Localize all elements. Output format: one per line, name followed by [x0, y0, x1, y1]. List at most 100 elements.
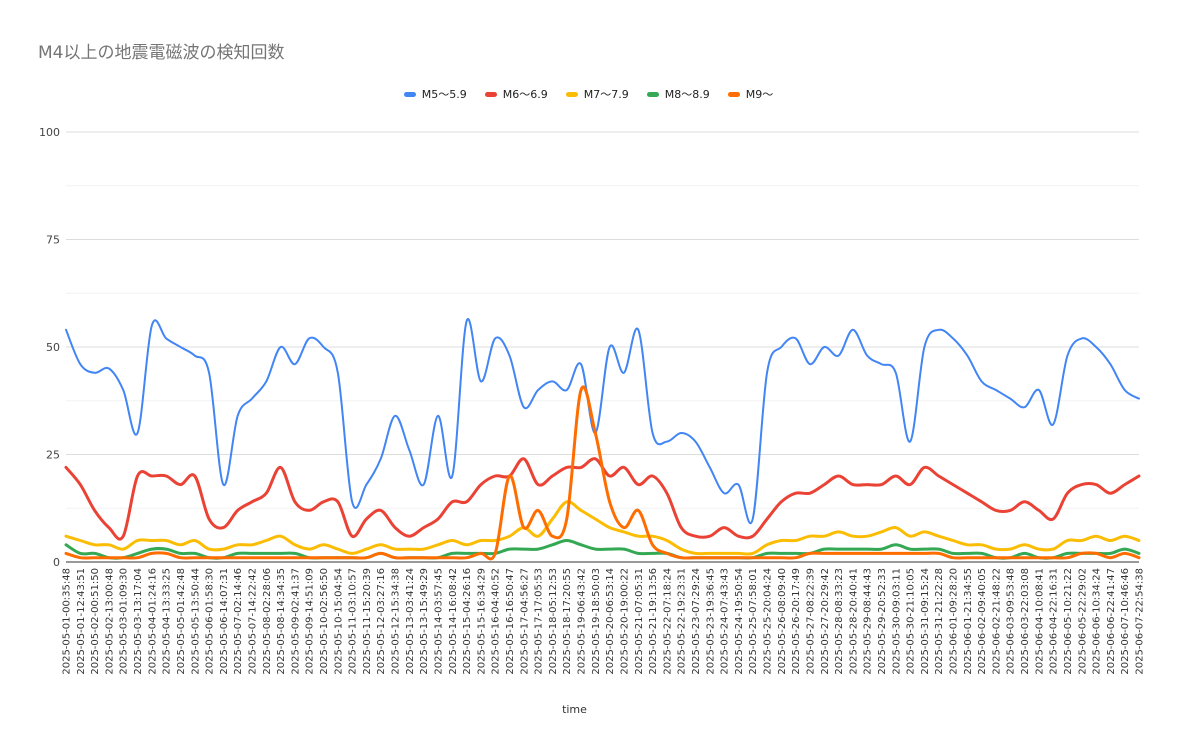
x-tick-label: 2025-05-03-13:17:04: [133, 568, 144, 675]
x-tick-label: 2025-05-09-02:41:37: [290, 568, 301, 675]
y-tick-label: 75: [46, 234, 60, 247]
x-tick-label: 2025-05-28-08:33:23: [834, 568, 845, 675]
x-tick-label: 2025-05-13-03:41:24: [405, 568, 416, 675]
x-tick-label: 2025-05-31-21:22:28: [934, 568, 945, 675]
x-tick-label: 2025-05-26-20:17:49: [791, 568, 802, 675]
series-line-3: [64, 500, 1141, 556]
x-tick-label: 2025-06-01-09:28:20: [949, 568, 960, 675]
y-tick-label: 50: [46, 341, 60, 354]
x-tick-label: 2025-05-03-01:09:30: [119, 568, 130, 675]
x-tick-label: 2025-05-23-07:29:24: [691, 568, 702, 675]
x-tick-label: 2025-05-13-15:49:29: [419, 568, 430, 675]
legend-swatch: [403, 91, 416, 97]
x-tick-label: 2025-05-09-14:51:09: [305, 568, 316, 675]
legend-item-1: M5〜5.9: [403, 86, 467, 102]
x-tick-label: 2025-05-18-05:12:53: [548, 568, 559, 675]
legend-label: M5〜5.9: [421, 88, 467, 101]
legend-item-4: M8〜8.9: [646, 86, 710, 102]
x-tick-label: 2025-05-08-02:28:06: [262, 568, 273, 675]
x-tick-label: 2025-05-05-13:50:44: [190, 568, 201, 675]
x-tick-label: 2025-05-17-04:56:27: [519, 568, 530, 675]
x-tick-label: 2025-06-02-21:48:22: [991, 568, 1002, 675]
x-tick-label: 2025-05-17-17:05:53: [534, 568, 545, 675]
x-tick-label: 2025-05-23-19:36:45: [705, 568, 716, 675]
x-tick-label: 2025-06-02-09:40:05: [977, 568, 988, 675]
x-tick-label: 2025-06-07-22:54:38: [1135, 568, 1146, 675]
legend-item-5: M9〜: [727, 86, 774, 102]
x-tick-label: 2025-06-07-10:46:46: [1120, 568, 1131, 675]
x-tick-label: 2025-05-21-07:05:31: [634, 568, 645, 675]
x-tick-label: 2025-06-03-22:03:08: [1020, 568, 1031, 675]
x-tick-label: 2025-05-28-20:40:41: [848, 568, 859, 675]
x-tick-label: 2025-05-27-20:29:42: [820, 568, 831, 675]
x-tick-label: 2025-05-18-17:20:55: [562, 568, 573, 675]
x-tick-label: 2025-05-24-19:50:54: [734, 568, 745, 675]
x-tick-label: 2025-06-04-10:08:41: [1034, 568, 1045, 675]
series-line-4: [64, 539, 1141, 560]
x-tick-label: 2025-05-30-21:10:05: [906, 568, 917, 675]
x-tick-label: 2025-05-02-13:00:48: [104, 568, 115, 675]
x-tick-label: 2025-05-16-04:40:52: [491, 568, 502, 675]
x-tick-label: 2025-05-11-03:10:57: [348, 568, 359, 675]
x-tick-label: 2025-05-06-01:58:30: [205, 568, 216, 675]
legend-swatch: [727, 91, 740, 97]
x-tick-label: 2025-06-06-10:34:24: [1092, 568, 1103, 675]
x-axis-label: time: [562, 703, 587, 716]
x-tick-label: 2025-05-02-00:51:50: [90, 568, 101, 675]
x-tick-label: 2025-05-01-12:43:51: [76, 568, 87, 675]
chart-legend: M5〜5.9 M6〜6.9 M7〜7.9 M8〜8.9 M9〜: [0, 86, 1177, 102]
series-line-5: [64, 385, 1141, 561]
series-line-1: [65, 317, 1140, 524]
x-tick-label: 2025-05-08-14:34:35: [276, 568, 287, 675]
x-tick-label: 2025-05-07-14:22:42: [247, 568, 258, 675]
x-tick-label: 2025-05-14-03:57:45: [433, 568, 444, 675]
y-tick-label: 100: [39, 126, 60, 139]
legend-swatch: [646, 91, 659, 97]
x-tick-label: 2025-05-04-13:33:25: [162, 568, 173, 675]
x-tick-label: 2025-05-20-06:53:14: [605, 568, 616, 675]
x-tick-label: 2025-05-05-01:42:48: [176, 568, 187, 675]
x-tick-label: 2025-05-12-15:34:38: [391, 568, 402, 675]
x-tick-label: 2025-05-06-14:07:31: [219, 568, 230, 675]
x-tick-label: 2025-05-20-19:00:22: [619, 568, 630, 675]
x-tick-label: 2025-05-30-09:03:11: [891, 568, 902, 675]
x-tick-label: 2025-05-24-07:43:43: [720, 568, 731, 675]
y-tick-label: 0: [53, 556, 60, 569]
legend-label: M6〜6.9: [502, 88, 548, 101]
legend-swatch: [484, 91, 497, 97]
x-tick-label: 2025-06-04-22:16:31: [1049, 568, 1060, 675]
x-tick-label: 2025-05-25-20:04:24: [763, 568, 774, 675]
x-tick-label: 2025-05-31-09:15:24: [920, 568, 931, 675]
x-tick-label: 2025-05-16-16:50:47: [505, 568, 516, 675]
legend-item-3: M7〜7.9: [565, 86, 629, 102]
x-tick-label: 2025-05-29-08:44:43: [863, 568, 874, 675]
x-tick-label: 2025-05-22-19:23:31: [677, 568, 688, 675]
chart-title: M4以上の地震電磁波の検知回数: [38, 43, 285, 63]
x-tick-label: 2025-06-05-10:21:22: [1063, 568, 1074, 675]
x-tick-label: 2025-05-19-18:50:03: [591, 568, 602, 675]
legend-item-2: M6〜6.9: [484, 86, 548, 102]
x-tick-label: 2025-05-04-01:24:16: [147, 568, 158, 675]
x-tick-label: 2025-05-11-15:20:39: [362, 568, 373, 675]
legend-label: M8〜8.9: [664, 88, 710, 101]
x-tick-label: 2025-05-27-08:22:39: [805, 568, 816, 675]
x-tick-label: 2025-06-06-22:41:47: [1106, 568, 1117, 675]
legend-label: M7〜7.9: [583, 88, 629, 101]
x-tick-label: 2025-06-01-21:34:55: [963, 568, 974, 675]
x-tick-label: 2025-05-25-07:58:01: [748, 568, 759, 675]
x-tick-label: 2025-05-07-02:14:46: [233, 568, 244, 675]
legend-swatch: [565, 91, 578, 97]
x-tick-label: 2025-05-12-03:27:16: [376, 568, 387, 675]
x-tick-label: 2025-06-03-09:53:48: [1006, 568, 1017, 675]
x-tick-label: 2025-05-10-15:04:54: [333, 568, 344, 675]
y-tick-label: 25: [46, 449, 60, 462]
x-tick-label: 2025-05-19-06:43:42: [577, 568, 588, 675]
x-tick-label: 2025-05-14-16:08:42: [448, 568, 459, 675]
x-tick-label: 2025-06-05-22:29:02: [1077, 568, 1088, 675]
x-tick-label: 2025-05-01-00:35:48: [62, 568, 73, 675]
x-tick-label: 2025-05-29-20:52:33: [877, 568, 888, 675]
x-tick-label: 2025-05-21-19:13:56: [648, 568, 659, 675]
legend-label: M9〜: [745, 88, 774, 101]
